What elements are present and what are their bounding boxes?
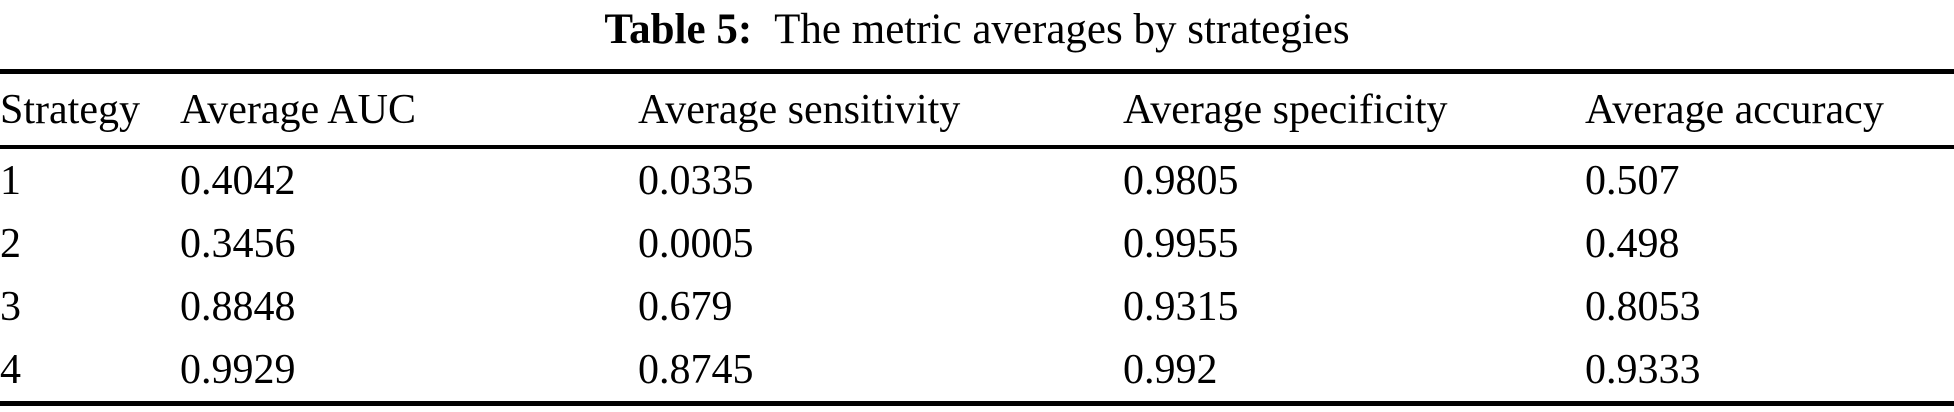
cell-average-sensitivity: 0.8745 (638, 346, 754, 393)
cell-average-sensitivity: 0.0005 (638, 220, 754, 267)
metrics-table: Strategy Average AUC Average sensitivity… (0, 69, 1954, 406)
table-row: 4 0.9929 0.8745 0.992 0.9333 (0, 338, 1954, 404)
table-row: 1 0.4042 0.0335 0.9805 0.507 (0, 147, 1954, 212)
cell-average-specificity: 0.9315 (1123, 283, 1239, 330)
cell-strategy: 2 (0, 220, 21, 267)
table-body: 1 0.4042 0.0335 0.9805 0.507 2 0.3456 0.… (0, 147, 1954, 404)
cell-average-auc: 0.8848 (180, 283, 296, 330)
cell-average-sensitivity: 0.0335 (638, 157, 754, 204)
column-header-strategy: Strategy (0, 71, 180, 149)
cell-strategy: 1 (0, 157, 21, 204)
cell-average-auc: 0.4042 (180, 157, 296, 204)
table-caption-label: Table 5: (604, 6, 753, 53)
table-header: Strategy Average AUC Average sensitivity… (0, 71, 1954, 149)
cell-average-accuracy: 0.507 (1585, 157, 1680, 204)
column-header-average-specificity: Average specificity (1123, 71, 1585, 149)
table-row: 3 0.8848 0.679 0.9315 0.8053 (0, 275, 1954, 338)
cell-average-specificity: 0.992 (1123, 346, 1218, 393)
table-row: 2 0.3456 0.0005 0.9955 0.498 (0, 212, 1954, 275)
table-caption: Table 5: The metric averages by strategie… (0, 0, 1954, 58)
cell-average-accuracy: 0.498 (1585, 220, 1680, 267)
column-header-average-accuracy: Average accuracy (1585, 71, 1954, 149)
cell-average-sensitivity: 0.679 (638, 283, 733, 330)
cell-strategy: 3 (0, 283, 21, 330)
cell-average-auc: 0.9929 (180, 346, 296, 393)
column-header-average-auc: Average AUC (180, 71, 638, 149)
cell-average-accuracy: 0.9333 (1585, 346, 1701, 393)
column-header-average-sensitivity: Average sensitivity (638, 71, 1123, 149)
cell-strategy: 4 (0, 346, 21, 393)
header-row: Strategy Average AUC Average sensitivity… (0, 71, 1954, 149)
cell-average-specificity: 0.9955 (1123, 220, 1239, 267)
cell-average-auc: 0.3456 (180, 220, 296, 267)
cell-average-specificity: 0.9805 (1123, 157, 1239, 204)
cell-average-accuracy: 0.8053 (1585, 283, 1701, 330)
table-caption-text: The metric averages by strategies (774, 6, 1350, 53)
